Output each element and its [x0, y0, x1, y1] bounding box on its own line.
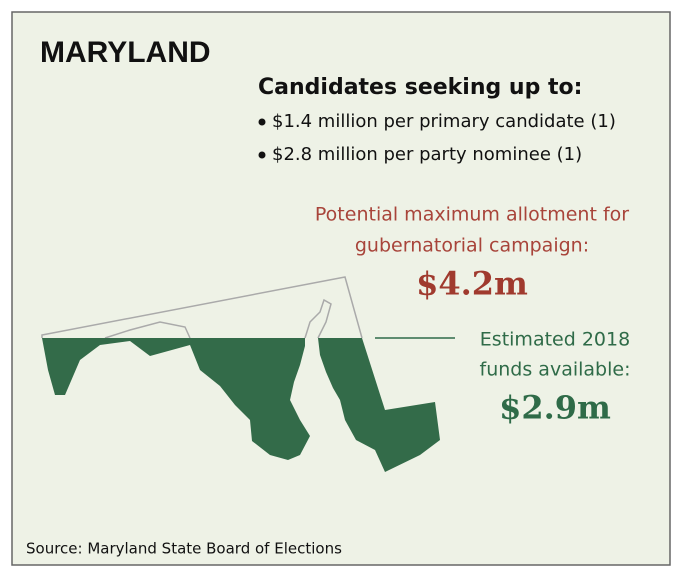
potential-label: Potential maximum allotment for: [315, 204, 629, 226]
source: Source: Maryland State Board of Election…: [26, 540, 342, 558]
bullet-dot: [258, 151, 266, 159]
potential-amount: $4.2m: [416, 265, 528, 303]
bullet-dot: [258, 118, 266, 126]
limit-bullet: $2.8 million per party nominee (1): [272, 144, 582, 165]
estimated-amount: $2.9m: [499, 389, 611, 427]
estimated-label: Estimated 2018: [480, 329, 630, 351]
map-outline: [104, 321, 191, 339]
estimated-label: funds available:: [480, 359, 631, 381]
potential-label: gubernatorial campaign:: [355, 235, 589, 257]
title: MARYLAND: [40, 36, 211, 69]
map-outline: [304, 298, 332, 339]
limit-bullet: $1.4 million per primary candidate (1): [272, 111, 616, 132]
map: [41, 276, 440, 472]
map-outline: [41, 276, 363, 339]
limits-heading: Candidates seeking up to:: [258, 75, 582, 100]
map-fill: [42, 338, 310, 460]
map-fill: [318, 338, 440, 472]
panel: [11, 11, 671, 566]
